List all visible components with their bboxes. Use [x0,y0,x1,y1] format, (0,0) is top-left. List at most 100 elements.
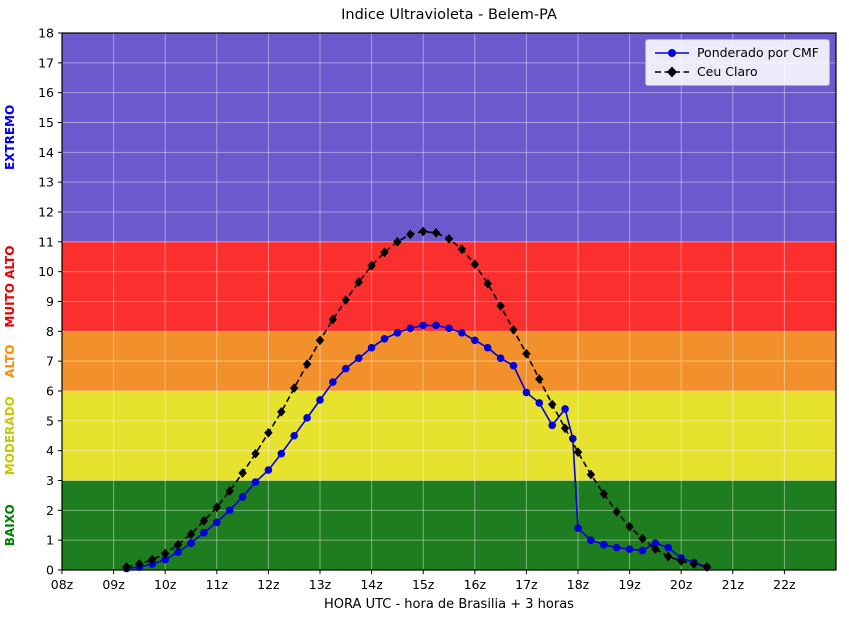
marker-diamond [470,259,479,270]
x-tick-label: 15z [412,577,435,592]
marker-diamond [625,521,634,532]
y-tick-label: 9 [46,294,54,309]
legend-label-ponderado: Ponderado por CMF [696,45,819,60]
marker-diamond [212,502,221,513]
marker-circle [612,543,621,552]
y-tick-label: 7 [46,354,54,369]
marker-diamond [135,559,144,569]
uv-band-moderado [62,391,836,481]
marker-diamond [328,314,338,325]
chart-title: Indice Ultravioleta - Belem-PA [341,7,557,23]
x-tick-label: 09z [102,577,125,592]
uv-band-label-alto: ALTO [3,344,17,377]
marker-circle [225,506,234,515]
marker-circle [174,548,182,556]
marker-circle [406,324,415,333]
marker-circle [419,321,428,330]
marker-diamond [548,399,557,410]
uv-band-baixo [62,480,836,570]
axis-ticks: 08z 09z 10z 11z 12z 13z 14z 15z 16z 17z 18z 19z 20z 2… [38,26,796,593]
y-tick-label: 8 [46,324,54,339]
legend-marker-0 [667,49,676,57]
x-tick-label: 14z [360,577,383,592]
x-tick-label: 13z [309,577,332,592]
marker-diamond [290,383,299,393]
legend: Ponderado por CMF Ceu Claro [644,39,830,86]
y-tick-label: 13 [38,175,54,190]
marker-diamond [535,374,544,384]
marker-circle [264,466,273,474]
marker-diamond [161,548,170,559]
marker-circle [535,399,544,407]
marker-diamond [315,335,325,346]
marker-diamond [238,468,247,478]
marker-diamond [612,507,621,517]
x-axis-label: HORA UTC - hora de Brasilia + 3 horas [324,597,574,612]
series-1 [122,226,712,572]
y-tick-label: 12 [38,205,54,220]
x-tick-label: 17z [515,577,538,592]
marker-circle [290,431,299,440]
uv-band-label-extremo: EXTREMO [3,105,17,170]
uv-band-label-baixo: BAIXO [3,504,17,546]
legend-marker-1 [666,66,677,78]
y-tick-label: 18 [38,26,54,41]
x-tick-label: 22z [773,577,796,592]
marker-circle [509,361,518,370]
marker-diamond [586,469,596,480]
marker-diamond [664,551,673,562]
marker-diamond [638,533,647,544]
marker-circle [496,354,505,362]
y-tick-label: 2 [46,503,54,518]
y-tick-label: 14 [38,145,54,160]
marker-circle [187,539,195,547]
marker-circle [574,524,582,533]
y-tick-label: 10 [38,264,54,279]
marker-circle [161,555,169,564]
y-tick-label: 11 [38,234,54,249]
marker-circle [380,334,389,343]
marker-diamond [199,515,209,526]
marker-diamond [225,486,234,496]
marker-circle [277,449,286,458]
marker-diamond [444,234,454,244]
marker-circle [600,540,608,549]
y-tick-label: 6 [46,384,54,399]
y-tick-label: 3 [46,473,54,488]
marker-circle [303,414,311,422]
marker-diamond [341,295,350,305]
y-tick-label: 17 [38,55,54,70]
marker-diamond [251,448,260,459]
marker-diamond [302,359,312,369]
marker-diamond [148,554,157,565]
marker-circle [342,364,350,373]
marker-diamond [367,260,376,271]
marker-circle [251,478,260,486]
marker-diamond [677,556,686,566]
marker-circle [316,396,324,404]
uv-band-label-muito-alto: MUITO ALTO [3,246,17,328]
x-tick-label: 08z [51,577,74,592]
marker-diamond [431,228,441,238]
x-tick-label: 16z [464,577,487,592]
y-tick-label: 1 [46,533,54,548]
y-tick-label: 4 [46,443,54,458]
marker-diamond [186,529,196,539]
marker-circle [625,545,634,553]
marker-circle [483,343,492,352]
y-tick-label: 0 [46,563,54,578]
marker-circle [638,546,647,555]
marker-circle [238,493,247,501]
x-tick-label: 11z [206,577,229,592]
legend-swatch-dashed-diamond-icon [654,66,689,78]
marker-diamond [406,229,415,240]
marker-diamond [573,447,583,457]
marker-diamond [496,301,505,311]
marker-circle [561,405,569,413]
x-tick-label: 12z [257,577,280,592]
marker-circle [354,354,363,362]
x-tick-label: 10z [154,577,177,592]
legend-item-ponderado-por-cmf: Ponderado por CMF [654,46,819,60]
